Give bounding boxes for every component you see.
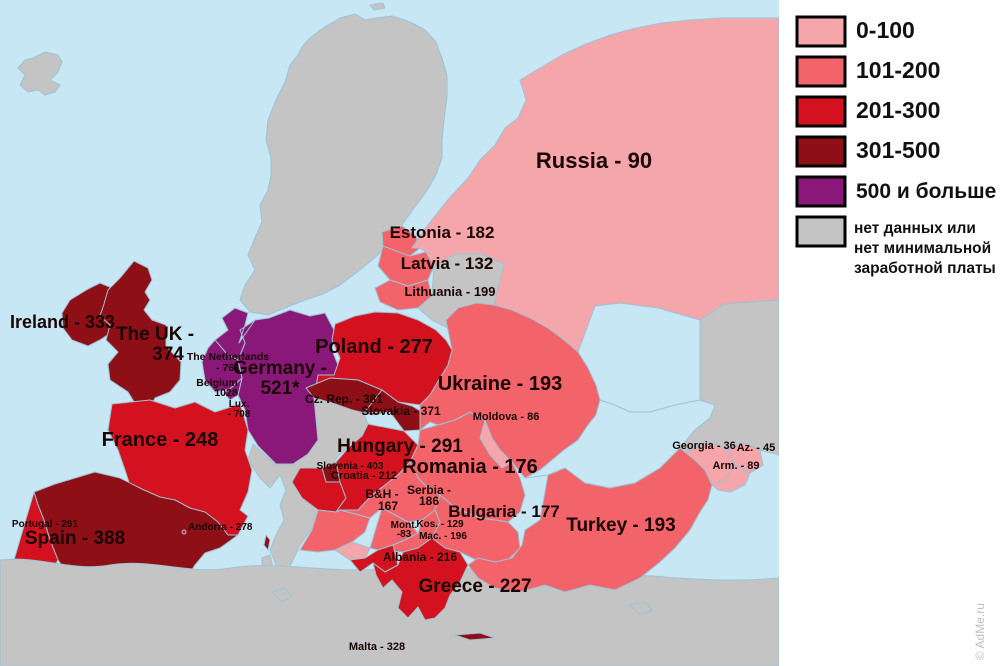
svg-text:521*: 521* xyxy=(260,378,300,399)
svg-text:Latvia - 132: Latvia - 132 xyxy=(401,254,494,273)
svg-text:Lithuania - 199: Lithuania - 199 xyxy=(404,284,495,299)
svg-text:Turkey - 193: Turkey - 193 xyxy=(566,515,675,536)
svg-text:- 708: - 708 xyxy=(228,409,251,420)
svg-text:Georgia - 36: Georgia - 36 xyxy=(672,440,736,452)
svg-text:France - 248: France - 248 xyxy=(102,429,219,451)
svg-text:Poland - 277: Poland - 277 xyxy=(315,336,433,358)
svg-text:Mac. - 196: Mac. - 196 xyxy=(419,531,467,542)
svg-text:0-100: 0-100 xyxy=(856,17,915,43)
svg-text:Spain - 388: Spain - 388 xyxy=(25,528,125,549)
svg-text:The UK -: The UK - xyxy=(116,324,194,345)
svg-text:301-500: 301-500 xyxy=(856,137,940,163)
svg-text:Russia - 90: Russia - 90 xyxy=(536,148,652,173)
svg-text:-83: -83 xyxy=(397,529,412,540)
svg-text:Ireland - 333: Ireland - 333 xyxy=(10,312,115,332)
svg-text:Bulgaria - 177: Bulgaria - 177 xyxy=(448,502,560,521)
svg-text:201-300: 201-300 xyxy=(856,97,940,123)
svg-text:Arm. - 89: Arm. - 89 xyxy=(712,460,759,472)
svg-text:Hungary - 291: Hungary - 291 xyxy=(337,436,463,457)
svg-text:Ukraine - 193: Ukraine - 193 xyxy=(438,373,563,395)
svg-text:500 и больше: 500 и больше xyxy=(856,180,996,203)
svg-text:1028: 1028 xyxy=(214,387,238,399)
svg-text:нет минимальной: нет минимальной xyxy=(854,240,991,257)
svg-text:167: 167 xyxy=(378,499,398,513)
svg-text:Croatia - 212: Croatia - 212 xyxy=(331,470,397,482)
svg-text:186: 186 xyxy=(419,494,439,508)
svg-text:Estonia - 182: Estonia - 182 xyxy=(390,223,495,242)
svg-text:Albania - 216: Albania - 216 xyxy=(383,550,457,564)
svg-text:Germany -: Germany - xyxy=(233,358,327,379)
svg-text:Malta - 328: Malta - 328 xyxy=(349,641,405,653)
svg-text:Kos. - 129: Kos. - 129 xyxy=(416,519,464,530)
svg-text:Greece - 227: Greece - 227 xyxy=(418,576,531,597)
svg-text:нет данных или: нет данных или xyxy=(854,220,976,237)
svg-text:Andorra - 278: Andorra - 278 xyxy=(188,522,253,533)
svg-text:101-200: 101-200 xyxy=(856,57,940,83)
svg-text:заработной платы: заработной платы xyxy=(854,260,996,277)
svg-text:Slovakia - 371: Slovakia - 371 xyxy=(361,404,441,418)
svg-text:Romania - 176: Romania - 176 xyxy=(402,456,538,478)
svg-text:Az. - 45: Az. - 45 xyxy=(737,442,776,454)
svg-text:Portugal - 291: Portugal - 291 xyxy=(12,519,79,530)
svg-text:© AdMe.ru: © AdMe.ru xyxy=(973,603,987,660)
svg-text:Moldova - 86: Moldova - 86 xyxy=(473,411,540,423)
svg-text:374: 374 xyxy=(152,344,184,365)
